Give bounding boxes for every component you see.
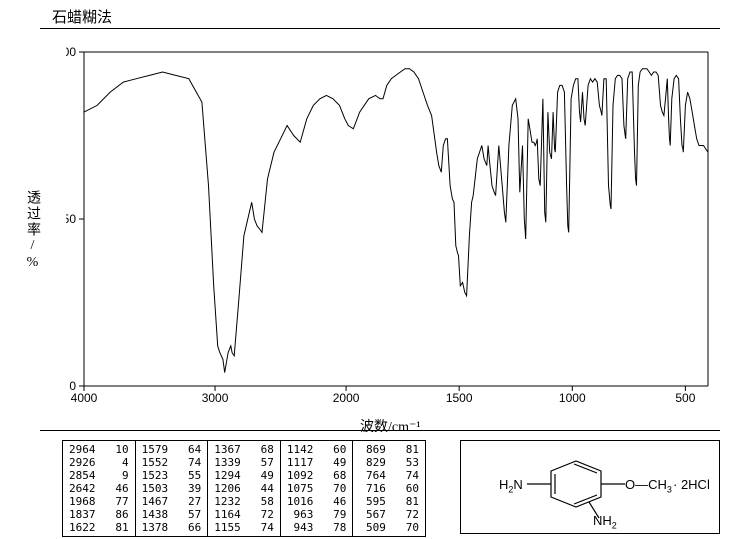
peak-row: 1206 44	[214, 482, 274, 495]
y-axis-label-text: 透过率/%	[25, 190, 40, 272]
peak-row: 1016 46	[287, 495, 347, 508]
peak-table: 2964 102926 42854 92642 461968 771837 86…	[62, 440, 426, 537]
bottom-substituent: NH2	[593, 513, 617, 531]
peak-row: 869 81	[359, 443, 419, 456]
peak-row: 2642 46	[69, 482, 129, 495]
peak-row: 1378 66	[142, 521, 202, 534]
peak-row: 1503 39	[142, 482, 202, 495]
peak-table-column: 1142 601117 491092 681075 701016 46 963 …	[281, 441, 354, 536]
rule-top	[40, 28, 720, 29]
salt-suffix: · 2HCl	[673, 477, 710, 492]
peak-row: 1164 72	[214, 508, 274, 521]
peak-row: 1523 55	[142, 469, 202, 482]
svg-text:0: 0	[69, 379, 76, 393]
structure-box: H2N O—CH3 NH2 · 2HCl	[460, 440, 720, 534]
peak-row: 1837 86	[69, 508, 129, 521]
peak-row: 1294 49	[214, 469, 274, 482]
svg-text:2000: 2000	[333, 391, 360, 405]
peak-row: 829 53	[359, 456, 419, 469]
peak-row: 509 70	[359, 521, 419, 534]
svg-text:3000: 3000	[202, 391, 229, 405]
peak-row: 1579 64	[142, 443, 202, 456]
svg-text:500: 500	[675, 391, 695, 405]
peak-row: 1467 27	[142, 495, 202, 508]
peak-row: 943 78	[287, 521, 347, 534]
y-axis-label: 透过率/%	[22, 190, 42, 272]
peak-row: 1622 81	[69, 521, 129, 534]
x-axis-label: 波数/cm⁻¹	[360, 416, 421, 436]
svg-text:4000: 4000	[71, 391, 98, 405]
peak-table-column: 869 81 829 53 764 74 716 60 595 81 567 7…	[353, 441, 425, 536]
peak-table-column: 1367 681339 571294 491206 441232 581164 …	[208, 441, 281, 536]
peak-row: 595 81	[359, 495, 419, 508]
peak-table-column: 2964 102926 42854 92642 461968 771837 86…	[63, 441, 136, 536]
page-title: 石蜡糊法	[52, 6, 112, 27]
peak-row: 716 60	[359, 482, 419, 495]
peak-row: 567 72	[359, 508, 419, 521]
peak-row: 1142 60	[287, 443, 347, 456]
x-axis-label-text: 波数/cm⁻¹	[360, 420, 421, 435]
peak-row: 1092 68	[287, 469, 347, 482]
left-substituent: H2N	[499, 477, 523, 495]
peak-row: 1075 70	[287, 482, 347, 495]
peak-row: 2926 4	[69, 456, 129, 469]
peak-row: 1552 74	[142, 456, 202, 469]
peak-row: 1155 74	[214, 521, 274, 534]
ir-spectrum-chart: 4000 3000 2000 1500 1000 500 0 50 100	[66, 44, 714, 414]
peak-row: 764 74	[359, 469, 419, 482]
peak-row: 1117 49	[287, 456, 347, 469]
peak-row: 963 79	[287, 508, 347, 521]
right-substituent: O—CH3	[625, 477, 672, 495]
peak-row: 2854 9	[69, 469, 129, 482]
peak-row: 1339 57	[214, 456, 274, 469]
peak-row: 1367 68	[214, 443, 274, 456]
page-root: { "title": "石蜡糊法", "layout": { "title_po…	[0, 0, 737, 539]
svg-text:100: 100	[66, 45, 76, 59]
peak-row: 1968 77	[69, 495, 129, 508]
svg-text:1000: 1000	[559, 391, 586, 405]
svg-text:1500: 1500	[446, 391, 473, 405]
peak-row: 2964 10	[69, 443, 129, 456]
peak-row: 1438 57	[142, 508, 202, 521]
peak-row: 1232 58	[214, 495, 274, 508]
peak-table-column: 1579 641552 741523 551503 391467 271438 …	[136, 441, 209, 536]
svg-text:50: 50	[66, 212, 76, 226]
